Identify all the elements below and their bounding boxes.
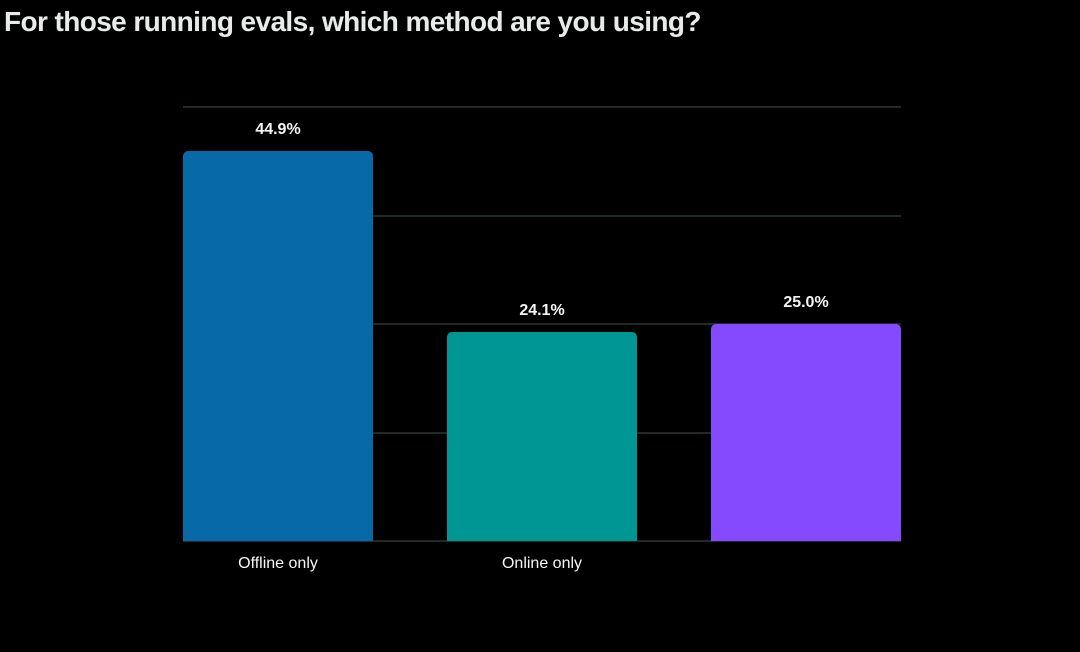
chart-title: For those running evals, which method ar…: [4, 6, 701, 37]
gridline: [183, 540, 901, 542]
plot-area: 44.9% Offline only 24.1% Online only 25.0%: [183, 106, 901, 572]
gridline: [183, 214, 901, 217]
gridline: [183, 323, 901, 325]
bar-offline-only: [183, 151, 373, 541]
bar-online-only: [447, 331, 637, 541]
value-label: 25.0%: [783, 294, 829, 311]
value-label: 24.1%: [519, 301, 565, 319]
gridline: [183, 106, 901, 108]
value-label: 44.9%: [255, 121, 301, 139]
bar-series-3: [711, 324, 901, 541]
category-label: Online only: [501, 555, 583, 572]
category-label: Offline only: [238, 555, 318, 572]
